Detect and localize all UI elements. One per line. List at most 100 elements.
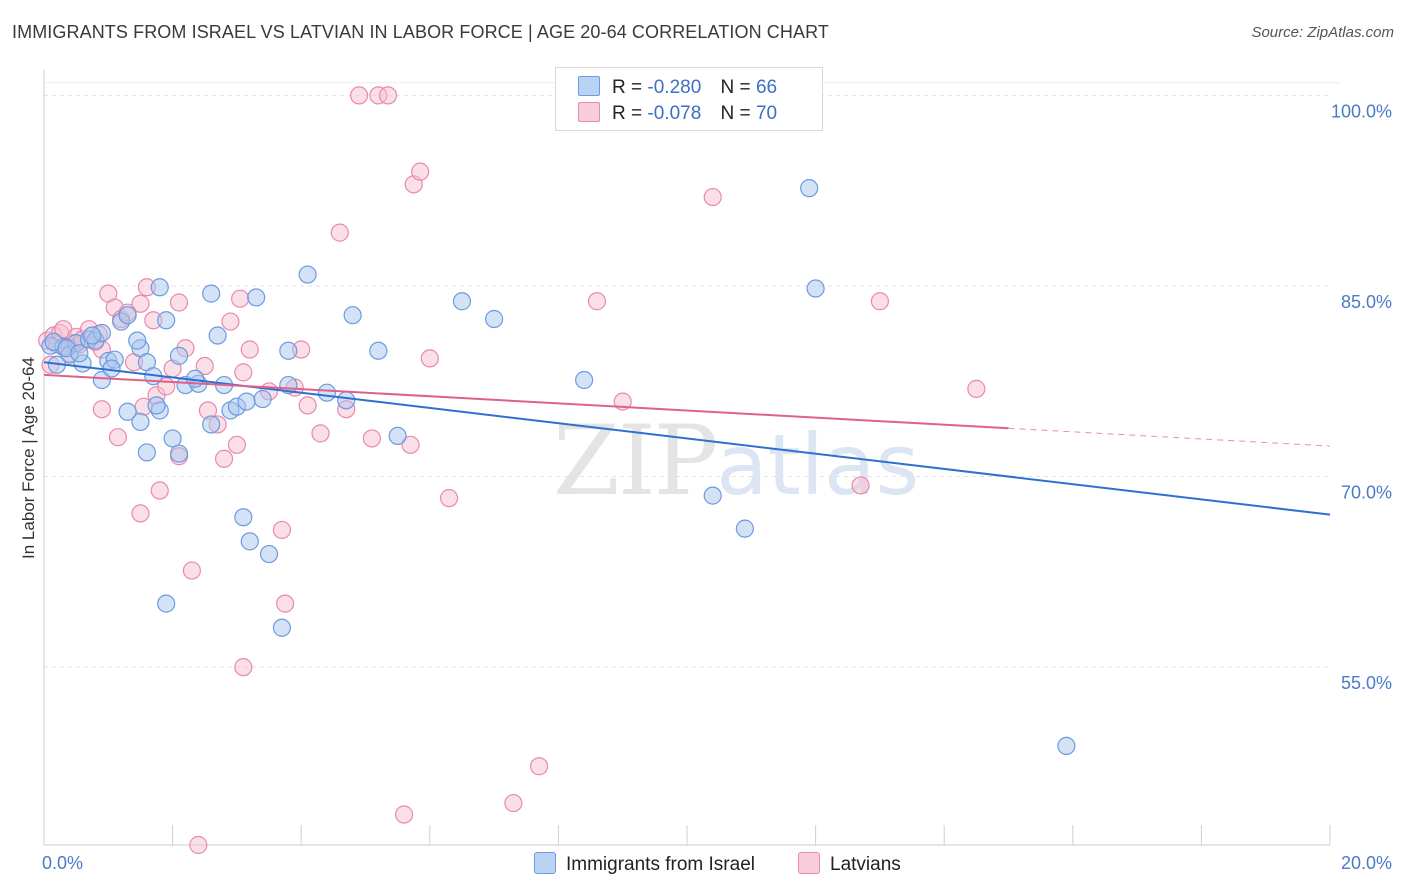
israel-point (169, 346, 189, 365)
israel-points (41, 179, 1076, 756)
latvian-point (221, 312, 240, 331)
israel-point (157, 311, 176, 330)
latvian-point (214, 449, 234, 468)
latvian-point (411, 162, 430, 181)
legend-row-latvian: R = -0.078 N = 70 (578, 102, 777, 126)
source-label: Source: ZipAtlas.com (1251, 24, 1394, 41)
latvian-point (703, 187, 722, 207)
latvian-point (227, 435, 246, 454)
israel-r-value: -0.280 (647, 77, 702, 98)
israel-point (317, 383, 337, 402)
israel-point (234, 508, 253, 527)
latvian-point (851, 476, 870, 495)
israel-point (369, 341, 388, 360)
israel-point (575, 370, 594, 390)
latvian-point (92, 400, 111, 419)
israel-point (237, 392, 256, 411)
latvian-point (234, 658, 253, 677)
legend-box: R = -0.280 N = 66 R = -0.078 N = 70 (555, 67, 823, 131)
y-tick-label: 55.0% (1341, 673, 1392, 693)
latvian-point (108, 428, 128, 447)
latvian-point (272, 520, 292, 540)
israel-point (298, 265, 317, 284)
israel-point (272, 618, 292, 637)
latvian-r-label: R = (612, 103, 643, 124)
israel-point (70, 344, 89, 363)
y-tick-label: 70.0% (1341, 483, 1392, 503)
axes (43, 70, 1331, 846)
israel-point (452, 292, 472, 311)
israel-point (202, 284, 221, 303)
y-tick-label: 100.0% (1331, 101, 1392, 121)
axis-labels: In Labor Force | Age 20-64 0.0% 20.0% 55… (19, 101, 1392, 873)
latvian-n-value: 70 (755, 103, 778, 124)
bottom-israel-swatch (534, 852, 556, 874)
israel-point (259, 544, 279, 564)
bottom-legend-israel: Immigrants from Israel (534, 852, 755, 876)
israel-point (131, 412, 150, 432)
israel-point (703, 486, 722, 505)
latvian-point (195, 356, 214, 376)
y-axis-label: In Labor Force | Age 20-64 (19, 357, 38, 559)
israel-point (1057, 736, 1076, 756)
latvian-point (131, 294, 150, 313)
latvian-point (394, 805, 414, 824)
israel-point (202, 415, 221, 434)
israel-point (388, 426, 407, 446)
latvian-r-value: -0.078 (647, 103, 702, 124)
israel-point (279, 341, 298, 360)
israel-point (128, 331, 147, 350)
israel-n-label: N = (720, 77, 751, 98)
israel-point (118, 306, 137, 325)
latvian-point (530, 757, 549, 776)
latvian-point (349, 86, 369, 105)
latvian-trend-line (43, 373, 1009, 430)
latvian-point (870, 292, 890, 311)
legend-row-israel: R = -0.280 N = 66 (578, 76, 777, 100)
bottom-israel-label: Immigrants from Israel (566, 854, 755, 875)
latvian-point (420, 349, 439, 368)
latvian-point (231, 289, 250, 308)
latvian-point (401, 435, 420, 454)
israel-point (735, 519, 754, 538)
y-tick-label: 85.0% (1341, 292, 1392, 312)
israel-point (247, 288, 266, 307)
latvian-point (504, 793, 523, 813)
latvian-point (967, 379, 986, 398)
chart-title: IMMIGRANTS FROM ISRAEL VS LATVIAN IN LAB… (12, 22, 829, 42)
israel-point (157, 594, 176, 613)
latvian-point (234, 363, 253, 382)
israel-point (240, 532, 259, 551)
israel-point (147, 396, 166, 415)
latvian-points (38, 86, 986, 855)
bottom-latvian-swatch (798, 852, 820, 874)
israel-point (337, 391, 356, 410)
israel-n-value: 66 (755, 77, 778, 98)
watermark: ZIPatlas (553, 405, 919, 517)
israel-point (169, 444, 189, 463)
israel-point (118, 402, 137, 421)
latvian-point (169, 293, 189, 312)
watermark-atlas: atlas (716, 416, 920, 514)
israel-point (83, 326, 102, 345)
latvian-point (439, 489, 459, 508)
israel-point (208, 326, 227, 345)
latvian-point (587, 292, 607, 311)
latvian-point (330, 223, 349, 242)
latvian-point (276, 594, 295, 613)
latvian-point (311, 424, 330, 443)
latvian-point (150, 481, 169, 500)
latvian-point (240, 340, 259, 359)
latvian-point (131, 504, 150, 523)
israel-point (150, 278, 169, 297)
latvian-point (298, 396, 317, 415)
latvian-n-label: N = (720, 103, 751, 124)
israel-point (800, 179, 819, 198)
latvian-swatch (578, 102, 600, 122)
x-tick-right: 20.0% (1341, 853, 1392, 873)
bottom-legend-latvian: Latvians (798, 852, 901, 876)
latvian-trend-extension (1008, 427, 1331, 447)
israel-point (163, 429, 182, 448)
watermark-zip: ZIP (553, 405, 718, 517)
